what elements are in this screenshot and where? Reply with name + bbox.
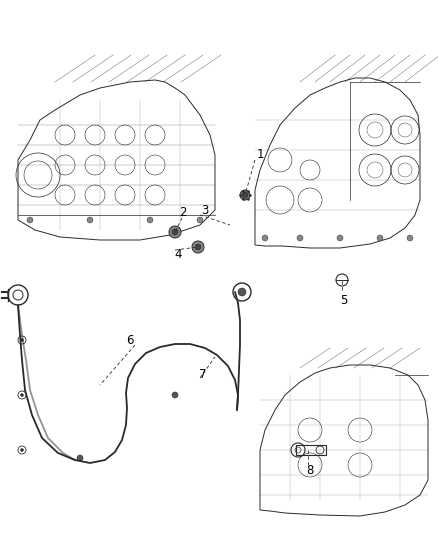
Circle shape — [21, 393, 24, 397]
Circle shape — [238, 288, 246, 296]
Circle shape — [172, 229, 178, 235]
Text: 5: 5 — [340, 294, 348, 306]
Circle shape — [197, 217, 203, 223]
Circle shape — [337, 235, 343, 241]
Circle shape — [147, 217, 153, 223]
Text: 2: 2 — [179, 206, 187, 219]
Text: 6: 6 — [126, 334, 134, 346]
Circle shape — [21, 338, 24, 342]
Circle shape — [262, 235, 268, 241]
Circle shape — [240, 190, 250, 200]
Circle shape — [172, 392, 178, 398]
Text: 8: 8 — [306, 464, 314, 477]
Text: 4: 4 — [174, 247, 182, 261]
Circle shape — [169, 226, 181, 238]
Circle shape — [407, 235, 413, 241]
Circle shape — [242, 192, 248, 198]
Text: 3: 3 — [201, 204, 208, 216]
Text: 1: 1 — [256, 149, 264, 161]
Circle shape — [21, 448, 24, 451]
Circle shape — [27, 217, 33, 223]
Text: 7: 7 — [199, 368, 207, 382]
Circle shape — [87, 217, 93, 223]
Circle shape — [297, 235, 303, 241]
Bar — [296, 445, 326, 455]
Circle shape — [195, 244, 201, 250]
Circle shape — [192, 241, 204, 253]
Circle shape — [77, 455, 83, 461]
Circle shape — [377, 235, 383, 241]
